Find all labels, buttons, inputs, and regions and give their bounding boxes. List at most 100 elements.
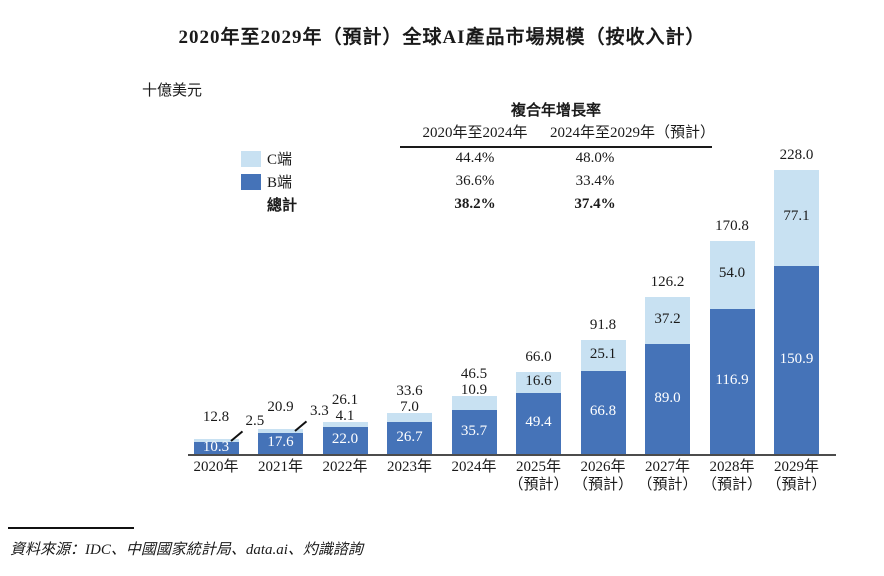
x-tick-label: 2023年 <box>375 458 445 476</box>
source-note: 資料來源：IDC、中國國家統計局、data.ai、灼識諮詢 <box>10 542 363 558</box>
bar-b-value-label: 49.4 <box>525 414 552 430</box>
x-tick-year: 2020年 <box>193 459 239 475</box>
bar-total-label: 12.8 <box>202 409 230 425</box>
legend-label-b: B端 <box>267 175 293 191</box>
bar-b-value-label: 35.7 <box>460 423 488 439</box>
bar-segment-c <box>323 422 368 427</box>
cagr-value-b-1: 36.6% <box>455 173 495 189</box>
x-tick-forecast-suffix: （預計） <box>637 477 698 493</box>
bar-c-value-label: 25.1 <box>589 346 617 362</box>
cagr-table-title: 複合年增長率 <box>510 103 601 119</box>
bar-segment-b <box>387 422 432 455</box>
bar-c-value-label: 16.6 <box>525 373 552 389</box>
legend-item-total: 總計 <box>240 194 400 215</box>
bar-segment-c <box>194 439 239 442</box>
bar-total-label: 20.9 <box>267 399 294 415</box>
x-tick-label: 2020年 <box>181 458 251 476</box>
cagr-value-c-1: 44.4% <box>455 150 495 166</box>
bar-segment-c <box>645 297 690 344</box>
bar-c-value-label: 10.9 <box>460 382 488 398</box>
x-tick-label: 2024年 <box>439 458 509 476</box>
bar-segment-b <box>452 410 497 455</box>
x-tick-year: 2024年 <box>451 459 497 475</box>
bar-b-value-label: 150.9 <box>779 351 814 367</box>
x-tick-year: 2026年 <box>580 459 626 475</box>
bar-c-value-label: 2.5 <box>245 413 265 429</box>
bar-b-value-label: 66.8 <box>589 403 617 419</box>
cagr-value-total-1: 38.2% <box>454 196 496 212</box>
bar-segment-b <box>774 266 819 455</box>
bar-b-value-label: 10.3 <box>202 439 230 455</box>
x-tick-label: 2026年 （預計） <box>568 458 638 494</box>
bar-segment-b <box>710 309 755 455</box>
source-divider-line <box>8 527 134 529</box>
x-tick-forecast-suffix: （預計） <box>508 477 569 493</box>
legend-swatch-c-icon <box>241 150 261 167</box>
bar-total-label: 46.5 <box>460 366 488 382</box>
legend-item-c: C端 <box>240 148 400 169</box>
x-tick-forecast-suffix: （預計） <box>572 477 633 493</box>
y-axis-unit-label: 十億美元 <box>142 83 203 99</box>
cagr-header-row: 2020年至2024年 2024年至2029年（預計） <box>400 121 716 148</box>
x-tick-label: 2027年 （預計） <box>633 458 703 494</box>
cagr-row-c: C端 44.4% 48.0% <box>240 147 712 170</box>
x-tick-label: 2022年 <box>310 458 380 476</box>
x-tick-year: 2021年 <box>257 459 303 475</box>
legend-label-total: 總計 <box>267 198 298 214</box>
bar-segment-b <box>516 393 561 455</box>
legend-swatch-b-icon <box>241 173 261 190</box>
bar-total-label: 26.1 <box>331 392 359 408</box>
bar-segment-b <box>323 427 368 455</box>
bar-segment-b <box>645 344 690 455</box>
bar-c-value-label: 77.1 <box>783 208 810 224</box>
x-tick-year: 2023年 <box>386 459 432 475</box>
x-tick-year: 2028年 <box>709 459 755 475</box>
bar-b-value-label: 17.6 <box>267 434 294 450</box>
x-tick-year: 2029年 <box>773 459 819 475</box>
x-tick-year: 2027年 <box>644 459 690 475</box>
x-tick-label: 2025年 （預計） <box>504 458 574 494</box>
cagr-value-c-2: 48.0% <box>575 150 615 166</box>
cagr-value-total-2: 37.4% <box>574 196 616 212</box>
bar-c-value-label: 54.0 <box>718 265 746 281</box>
x-tick-year: 2025年 <box>515 459 561 475</box>
bar-total-label: 228.0 <box>779 147 814 163</box>
x-tick-forecast-suffix: （預計） <box>701 477 762 493</box>
bar-total-label: 66.0 <box>525 349 552 365</box>
legend-label-c: C端 <box>267 152 293 168</box>
bar-c-value-label: 3.3 <box>310 403 329 419</box>
cagr-col-header-2024-2029: 2024年至2029年（預計） <box>550 125 716 141</box>
bar-b-value-label: 22.0 <box>331 431 359 447</box>
bar-total-label: 126.2 <box>650 274 685 290</box>
cagr-row-total: 總計 38.2% 37.4% <box>240 193 712 216</box>
bar-total-label: 33.6 <box>396 383 423 399</box>
x-tick-label: 2021年 <box>246 458 316 476</box>
x-tick-label: 2029年 （預計） <box>762 458 832 494</box>
bar-segment-c <box>387 413 432 422</box>
bar-segment-c <box>581 340 626 371</box>
bar-segment-c <box>516 372 561 393</box>
bar-b-value-label: 26.7 <box>396 429 423 445</box>
bar-total-label: 170.8 <box>715 218 749 234</box>
bar-segment-b <box>258 433 303 455</box>
bar-segment-c <box>452 396 497 410</box>
bar-total-label: 91.8 <box>589 317 617 333</box>
legend-item-b: B端 <box>240 171 400 192</box>
bar-c-value-label: 37.2 <box>654 311 681 327</box>
bar-c-value-label: 7.0 <box>400 399 419 415</box>
cagr-col-header-2020-2024: 2020年至2024年 <box>422 125 528 141</box>
cagr-table: 複合年增長率 2020年至2024年 2024年至2029年（預計） C端 44… <box>240 99 716 219</box>
bar-segment-c <box>258 429 303 433</box>
x-tick-year: 2022年 <box>322 459 368 475</box>
x-tick-forecast-suffix: （預計） <box>766 477 827 493</box>
x-tick-label: 2028年 （預計） <box>697 458 767 494</box>
x-axis-line <box>188 454 836 456</box>
bar-segment-b <box>581 371 626 455</box>
bar-segment-b <box>194 442 239 455</box>
chart-title: 2020年至2029年（預計）全球AI產品市場規模（按收入計） <box>178 27 706 48</box>
bar-b-value-label: 116.9 <box>715 372 749 388</box>
cagr-value-b-2: 33.4% <box>575 173 615 189</box>
bar-segment-c <box>710 241 755 309</box>
bar-c-value-label: 4.1 <box>335 408 355 424</box>
